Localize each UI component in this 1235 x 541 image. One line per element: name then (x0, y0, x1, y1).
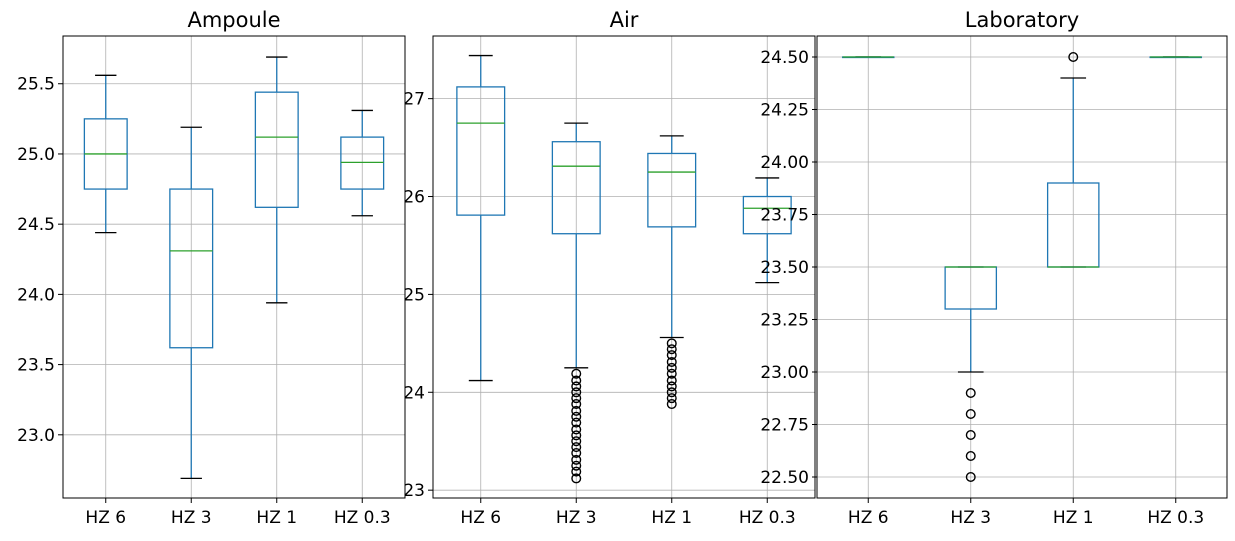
x-tick-label: HZ 0.3 (334, 508, 391, 528)
outlier-point (571, 381, 582, 392)
outlier-point (666, 387, 677, 398)
outlier-point (571, 393, 582, 404)
y-tick-label: 23.50 (760, 258, 809, 278)
outlier-point (571, 436, 582, 447)
chart-panel-2: 22.50 22.75 23.00 23.25 23.50 23.75 24.00 24.25… (760, 8, 1228, 528)
outlier-point (571, 417, 582, 428)
box-0-2 (254, 56, 299, 304)
box-0-1 (169, 126, 214, 479)
y-tick-label: 23 (403, 481, 425, 501)
x-tick-label: HZ 6 (85, 508, 126, 528)
outlier-point (571, 375, 582, 386)
box-0-3 (340, 109, 385, 217)
y-tick-label: 23.5 (17, 356, 55, 376)
outlier-point (571, 430, 582, 441)
box-2-3 (1149, 56, 1203, 59)
outlier-point (571, 399, 582, 410)
y-tick-label: 24.0 (17, 285, 55, 305)
x-tick-label: HZ 1 (651, 508, 692, 528)
outlier-point (571, 442, 582, 453)
x-tick-label: HZ 3 (171, 508, 212, 528)
y-tick-label: 26 (403, 188, 425, 208)
chart-title: Air (610, 8, 639, 32)
box-1-0 (456, 54, 506, 382)
outlier-point (666, 381, 677, 392)
chart-panel-1: 23 24 25 26 27 HZ 6 HZ 3 HZ 1 HZ 0.3 Air (403, 8, 816, 528)
y-tick-label: 24.00 (760, 153, 809, 173)
y-tick-label: 23.0 (17, 426, 55, 446)
x-tick-label: HZ 3 (556, 508, 597, 528)
outlier-point (666, 393, 677, 404)
y-tick-label: 23.25 (760, 311, 809, 331)
outlier-point (965, 409, 976, 420)
axes-frame (62, 35, 406, 499)
chart-title: Laboratory (965, 8, 1079, 32)
x-tick-label: HZ 1 (1053, 508, 1094, 528)
y-tick-label: 22.75 (760, 416, 809, 436)
x-tick-label: HZ 3 (950, 508, 991, 528)
outlier-point (965, 451, 976, 462)
box-body (169, 188, 214, 349)
y-tick-label: 24 (403, 383, 425, 403)
outlier-point (571, 473, 582, 484)
outlier-point (571, 447, 582, 458)
box-body (456, 86, 506, 216)
outlier-point (666, 375, 677, 386)
box-1-3 (742, 177, 792, 284)
outlier-point (571, 460, 582, 471)
outlier-point (571, 387, 582, 398)
box-2-2 (1046, 52, 1100, 268)
y-tick-label: 24.50 (760, 48, 809, 68)
outlier-point (965, 430, 976, 441)
x-tick-label: HZ 0.3 (1147, 508, 1204, 528)
box-2-0 (841, 56, 895, 59)
outlier-point (965, 388, 976, 399)
y-tick-label: 25 (403, 285, 425, 305)
box-body (742, 195, 792, 235)
x-tick-label: HZ 6 (848, 508, 889, 528)
x-tick-label: HZ 6 (460, 508, 501, 528)
outlier-point (666, 362, 677, 373)
y-tick-label: 24.5 (17, 215, 55, 235)
y-tick-label: 27 (403, 90, 425, 110)
x-tick-label: HZ 1 (256, 508, 297, 528)
box-1-2 (647, 135, 697, 410)
box-body (647, 152, 697, 228)
outlier-point (666, 399, 677, 410)
outlier-point (571, 424, 582, 435)
chart-panel-0: 23.0 23.5 24.0 24.5 25.0 25.5 HZ 6 HZ 3 HZ 1 HZ 0… (17, 8, 406, 528)
outlier-point (666, 338, 677, 349)
y-tick-label: 22.50 (760, 468, 809, 488)
chart-title: Ampoule (187, 8, 280, 32)
outlier-point (571, 368, 582, 379)
outlier-point (1068, 52, 1079, 63)
outlier-point (571, 466, 582, 477)
x-tick-label: HZ 0.3 (739, 508, 796, 528)
outlier-point (666, 356, 677, 367)
box-2-1 (944, 266, 998, 483)
outlier-point (571, 411, 582, 422)
outlier-point (571, 405, 582, 416)
y-tick-label: 25.5 (17, 75, 55, 95)
box-body (340, 136, 385, 190)
axes-frame (432, 35, 816, 499)
box-body (551, 141, 601, 235)
outlier-point (666, 344, 677, 355)
box-1-1 (551, 122, 601, 484)
outlier-point (666, 368, 677, 379)
y-tick-label: 25.0 (17, 145, 55, 165)
outlier-point (965, 472, 976, 483)
box-0-0 (83, 74, 128, 234)
box-body (254, 91, 299, 208)
y-tick-label: 23.75 (760, 206, 809, 226)
y-tick-label: 23.00 (760, 363, 809, 383)
outlier-point (571, 454, 582, 465)
outlier-point (666, 350, 677, 361)
y-tick-label: 24.25 (760, 101, 809, 121)
